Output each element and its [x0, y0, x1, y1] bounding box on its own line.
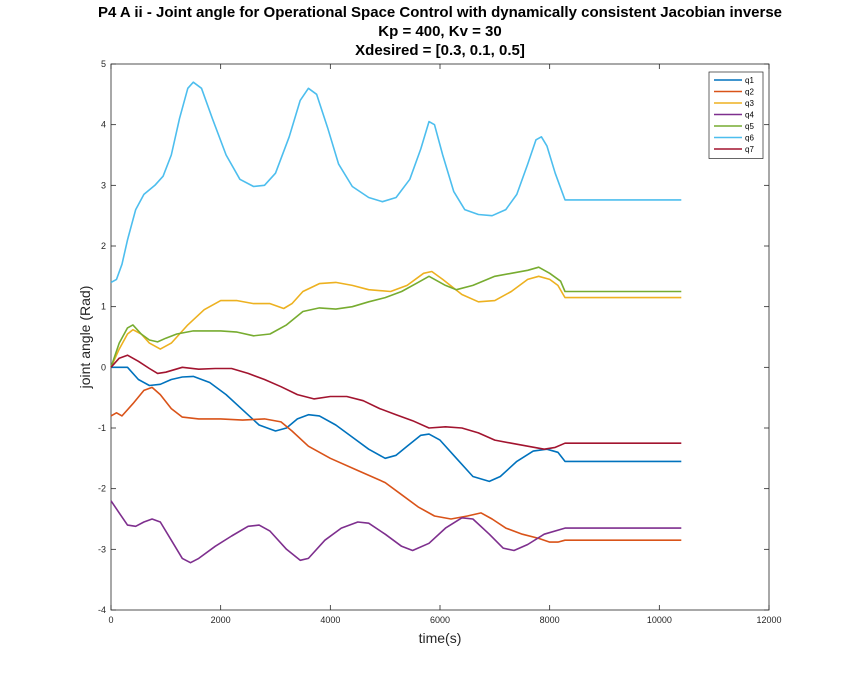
legend-label-q6: q6 — [745, 134, 754, 143]
y-tick-label: 5 — [101, 59, 106, 69]
y-tick-label: -2 — [98, 484, 106, 494]
y-tick-label: -1 — [98, 423, 106, 433]
chart-subtitle-2: Xdesired = [0.3, 0.1, 0.5] — [355, 42, 525, 59]
series-line-q5 — [110, 266, 682, 368]
y-tick-label: 1 — [101, 302, 106, 312]
y-tick-label: -3 — [98, 544, 106, 554]
x-tick-label: 12000 — [756, 615, 781, 625]
y-tick-label: 3 — [101, 180, 106, 190]
legend: q1 q2 q3 q4 q5 q6 q7 — [708, 71, 764, 159]
x-tick-label: 0 — [108, 615, 113, 625]
x-axis-label: time(s) — [419, 630, 462, 646]
chart-title: P4 A ii - Joint angle for Operational Sp… — [98, 4, 782, 21]
legend-label-q4: q4 — [745, 111, 754, 120]
series-line-q4 — [110, 500, 682, 564]
legend-label-q2: q2 — [745, 88, 754, 97]
x-tick-label: 4000 — [320, 615, 340, 625]
series-lines — [110, 81, 682, 564]
x-tick-label: 2000 — [211, 615, 231, 625]
y-tick-label: 0 — [101, 362, 106, 372]
legend-label-q7: q7 — [745, 145, 754, 154]
series-line-q3 — [110, 270, 682, 368]
y-tick-label: -4 — [98, 605, 106, 615]
legend-label-q3: q3 — [745, 99, 754, 108]
chart-subtitle: Kp = 400, Kv = 30 — [378, 23, 501, 40]
x-tick-label: 6000 — [430, 615, 450, 625]
y-axis-label: joint angle (Rad) — [77, 286, 93, 390]
x-tick-label: 8000 — [540, 615, 560, 625]
y-tick-label: 4 — [101, 120, 106, 130]
series-line-q6 — [110, 81, 682, 284]
legend-label-q5: q5 — [745, 122, 754, 131]
series-line-q1 — [111, 366, 682, 483]
series-line-q2 — [110, 386, 682, 543]
plot-area — [110, 63, 770, 611]
axis-ticks: 0 2000 4000 6000 8000 10000 12000 -4 -3 -2 -1 0 1 2 3 4… — [98, 59, 782, 625]
y-tick-label: 2 — [101, 241, 106, 251]
x-tick-label: 10000 — [647, 615, 672, 625]
series-line-q7 — [110, 354, 682, 450]
legend-label-q1: q1 — [745, 76, 754, 85]
